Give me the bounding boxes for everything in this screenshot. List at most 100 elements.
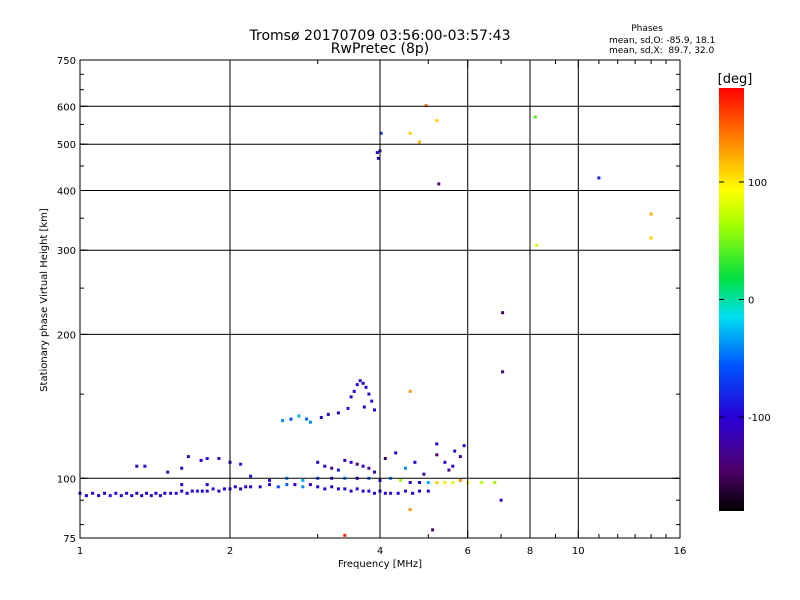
data-points [78,104,653,537]
data-point [180,483,184,487]
data-point [411,491,415,495]
data-point [443,481,447,484]
data-point [135,464,139,468]
data-point [426,489,430,493]
data-point [285,483,289,487]
data-point [205,483,209,487]
data-point [130,494,134,498]
data-point [364,385,368,389]
data-point [394,451,398,455]
y-tick-label: 300 [57,246,76,257]
data-point [91,491,95,495]
y-axis: 75 100 200 300 400 500 600 750 [57,56,680,545]
data-point [408,481,412,484]
data-point [140,494,144,498]
data-point [367,466,371,470]
chart-title: Tromsø 20170709 03:56:00-03:57:43 [249,28,511,44]
data-point [330,485,334,489]
data-point [501,311,505,315]
data-point [205,457,209,460]
data-point [169,491,173,495]
data-point [154,491,158,495]
data-point [451,481,455,484]
data-point [355,487,359,491]
data-point [435,442,439,446]
data-point [435,453,439,457]
data-point [373,408,376,412]
colorbar-ticks: 100 0 -100 [719,178,771,424]
data-point [367,489,371,493]
data-point [149,494,153,498]
data-point [323,464,327,468]
x-tick-label: 10 [572,546,585,557]
data-point [281,419,285,423]
data-point [276,485,280,489]
data-point [389,491,393,495]
data-point [404,489,407,493]
data-point [114,491,118,495]
data-point [533,115,537,119]
data-point [217,457,221,460]
data-point [379,131,383,135]
data-point [166,470,170,474]
data-point [174,491,178,495]
data-point [289,417,293,421]
data-point [308,420,312,424]
data-point [330,466,334,470]
data-point [97,494,101,498]
colorbar-tick-label: -100 [748,413,771,424]
y-tick-label: 75 [63,534,76,545]
y-tick-label: 200 [57,330,76,341]
data-point [297,414,301,418]
data-point [349,489,353,493]
phases-o-stats: mean, sd,O: -85.9, 18.1 [609,36,715,46]
data-point [343,458,347,462]
phases-heading: Phases [631,24,663,34]
data-point [316,485,320,489]
data-point [426,481,430,484]
data-point [293,483,297,487]
x-tick-label: 8 [527,546,533,557]
data-point [361,464,365,468]
colorbar-label: [deg] [718,72,753,87]
data-point [361,381,365,385]
data-point [349,395,353,399]
data-point [180,466,184,470]
data-point [239,462,243,466]
y-axis-label: Stationary phase Virtual Height [km] [39,208,50,392]
data-point [649,212,653,216]
grid-lines [80,60,680,538]
data-point [84,494,88,498]
data-point [373,470,376,474]
data-point [352,389,356,393]
data-point [343,487,347,491]
data-point [244,485,248,489]
data-point [125,491,129,495]
data-point [200,489,204,493]
data-point [239,487,243,491]
data-point [422,472,426,476]
data-point [319,416,323,419]
data-point [323,487,327,491]
data-point [376,156,380,160]
y-tick-label: 750 [57,56,76,67]
data-point [431,528,435,532]
data-point [346,406,350,410]
data-point [597,176,601,180]
data-point [370,399,374,403]
data-point [453,449,457,453]
data-point [349,460,353,464]
y-tick-label: 100 [57,474,76,485]
data-point [362,405,366,409]
data-point [396,491,400,495]
x-tick-label: 1 [77,546,83,557]
data-point [493,481,497,484]
x-tick-label: 16 [674,546,687,557]
chart-subtitle: RwPretec (8p) [331,41,429,57]
data-point [119,494,123,498]
x-tick-label: 6 [465,546,471,557]
data-point [108,494,112,498]
colorbar-tick-label: 0 [748,296,754,307]
data-point [308,483,312,487]
data-point [499,498,503,502]
